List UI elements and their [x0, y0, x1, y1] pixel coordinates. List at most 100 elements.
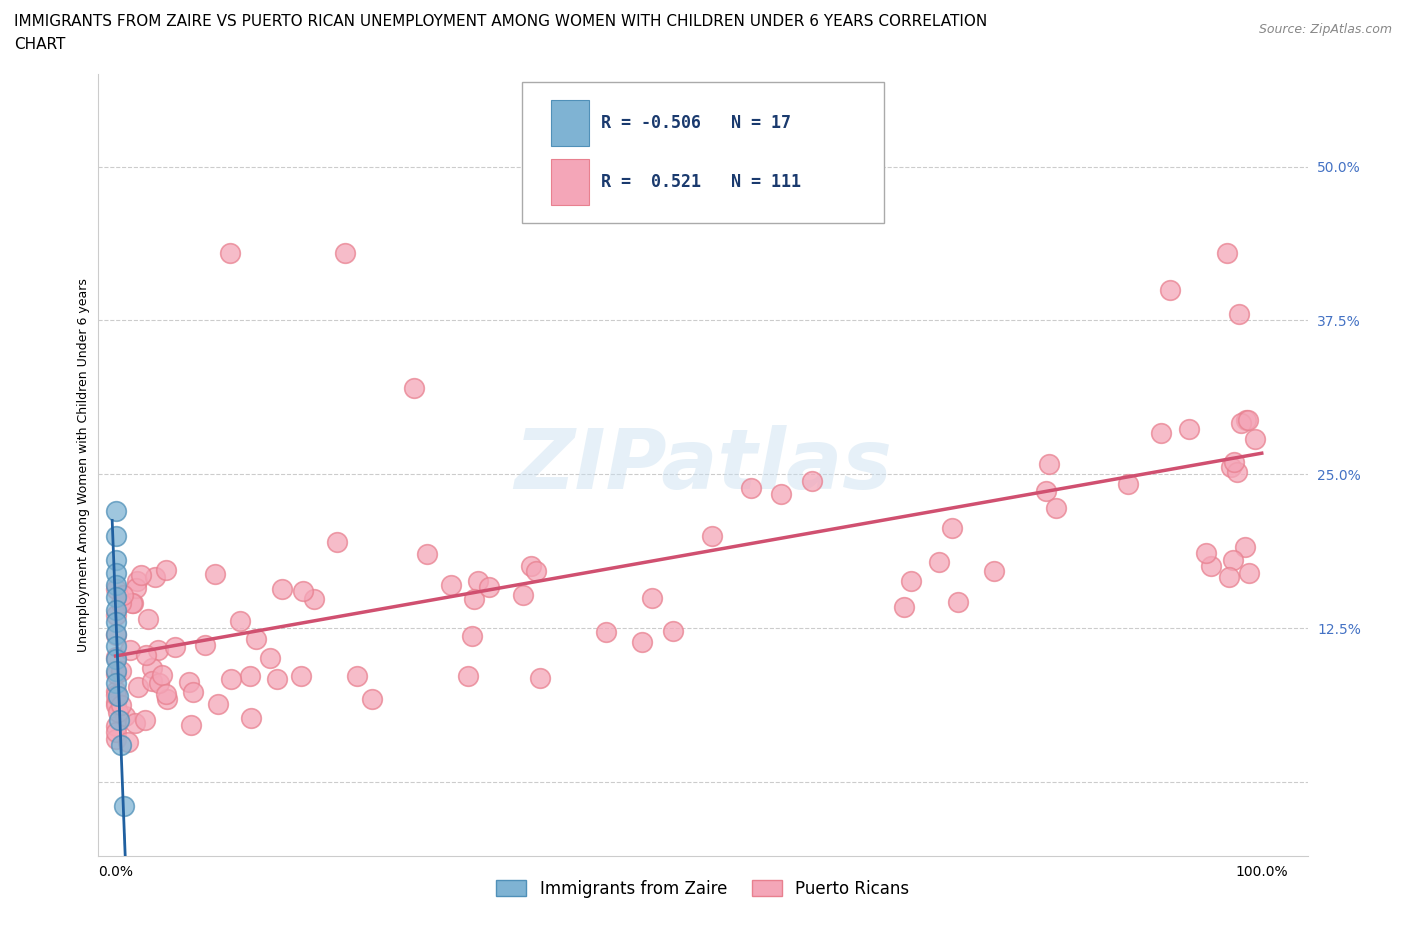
Point — [520, 558, 543, 573]
Point — [104, 687, 127, 702]
Point — [259, 651, 281, 666]
Point — [290, 669, 312, 684]
Point — [110, 698, 132, 712]
Point — [1234, 413, 1257, 428]
Point — [1218, 569, 1240, 584]
Point — [229, 614, 252, 629]
Point — [104, 528, 127, 543]
Text: R = -0.506   N = 17: R = -0.506 N = 17 — [602, 114, 792, 132]
Point — [983, 564, 1005, 578]
Point — [150, 668, 173, 683]
Point — [104, 627, 127, 642]
Point — [1226, 465, 1249, 480]
Point — [104, 607, 127, 622]
Text: CHART: CHART — [14, 37, 66, 52]
Point — [457, 669, 479, 684]
FancyBboxPatch shape — [551, 159, 589, 205]
Point — [1116, 476, 1139, 491]
Point — [112, 799, 135, 814]
FancyBboxPatch shape — [551, 100, 589, 146]
Point — [1201, 558, 1223, 573]
Point — [104, 602, 127, 617]
Point — [104, 590, 127, 604]
Point — [1045, 500, 1067, 515]
Point — [104, 664, 127, 679]
Point — [1038, 457, 1060, 472]
Point — [117, 735, 139, 750]
Text: IMMIGRANTS FROM ZAIRE VS PUERTO RICAN UNEMPLOYMENT AMONG WOMEN WITH CHILDREN UND: IMMIGRANTS FROM ZAIRE VS PUERTO RICAN UN… — [14, 14, 987, 29]
Text: Source: ZipAtlas.com: Source: ZipAtlas.com — [1258, 23, 1392, 36]
Point — [524, 564, 547, 578]
Point — [631, 634, 654, 649]
Point — [529, 671, 551, 685]
Point — [333, 246, 356, 260]
Point — [360, 692, 382, 707]
Point — [702, 529, 724, 544]
Point — [270, 581, 292, 596]
Point — [118, 643, 141, 658]
Point — [155, 563, 177, 578]
Point — [440, 578, 463, 592]
Text: R =  0.521   N = 111: R = 0.521 N = 111 — [602, 173, 801, 191]
Point — [239, 669, 262, 684]
Point — [1237, 413, 1260, 428]
Point — [266, 671, 288, 686]
Point — [460, 629, 482, 644]
Point — [104, 676, 127, 691]
Point — [626, 159, 648, 174]
Point — [770, 486, 793, 501]
Point — [104, 553, 127, 568]
Point — [928, 555, 950, 570]
Point — [180, 717, 202, 732]
Point — [1220, 459, 1243, 474]
Point — [155, 692, 177, 707]
Point — [163, 639, 186, 654]
Point — [1159, 282, 1181, 297]
Point — [127, 679, 149, 694]
Point — [204, 566, 226, 581]
Point — [114, 709, 136, 724]
Point — [1195, 546, 1218, 561]
Point — [127, 574, 149, 589]
Point — [245, 632, 267, 647]
Point — [1035, 484, 1057, 498]
Point — [292, 584, 315, 599]
Point — [1150, 425, 1173, 440]
Point — [893, 599, 915, 614]
Point — [104, 684, 127, 698]
Point — [239, 711, 262, 725]
FancyBboxPatch shape — [522, 82, 884, 223]
Point — [1222, 552, 1244, 567]
Point — [1234, 539, 1257, 554]
Point — [104, 667, 127, 682]
Point — [1230, 416, 1253, 431]
Point — [108, 712, 131, 727]
Point — [104, 578, 127, 592]
Point — [402, 380, 425, 395]
Point — [110, 737, 132, 752]
Point — [104, 639, 127, 654]
Point — [207, 697, 229, 711]
Point — [1244, 432, 1267, 446]
Point — [900, 574, 922, 589]
Point — [135, 647, 157, 662]
Y-axis label: Unemployment Among Women with Children Under 6 years: Unemployment Among Women with Children U… — [77, 278, 90, 652]
Point — [104, 650, 127, 665]
Point — [148, 643, 170, 658]
Point — [124, 580, 146, 595]
Point — [141, 660, 163, 675]
Point — [1216, 246, 1239, 260]
Point — [946, 595, 969, 610]
Point — [641, 591, 664, 605]
Point — [110, 596, 132, 611]
Point — [104, 651, 127, 666]
Point — [104, 504, 127, 519]
Point — [134, 712, 156, 727]
Point — [104, 698, 127, 713]
Point — [512, 588, 534, 603]
Point — [1227, 307, 1250, 322]
Point — [112, 588, 135, 603]
Point — [302, 591, 325, 606]
Point — [148, 675, 170, 690]
Point — [107, 688, 129, 703]
